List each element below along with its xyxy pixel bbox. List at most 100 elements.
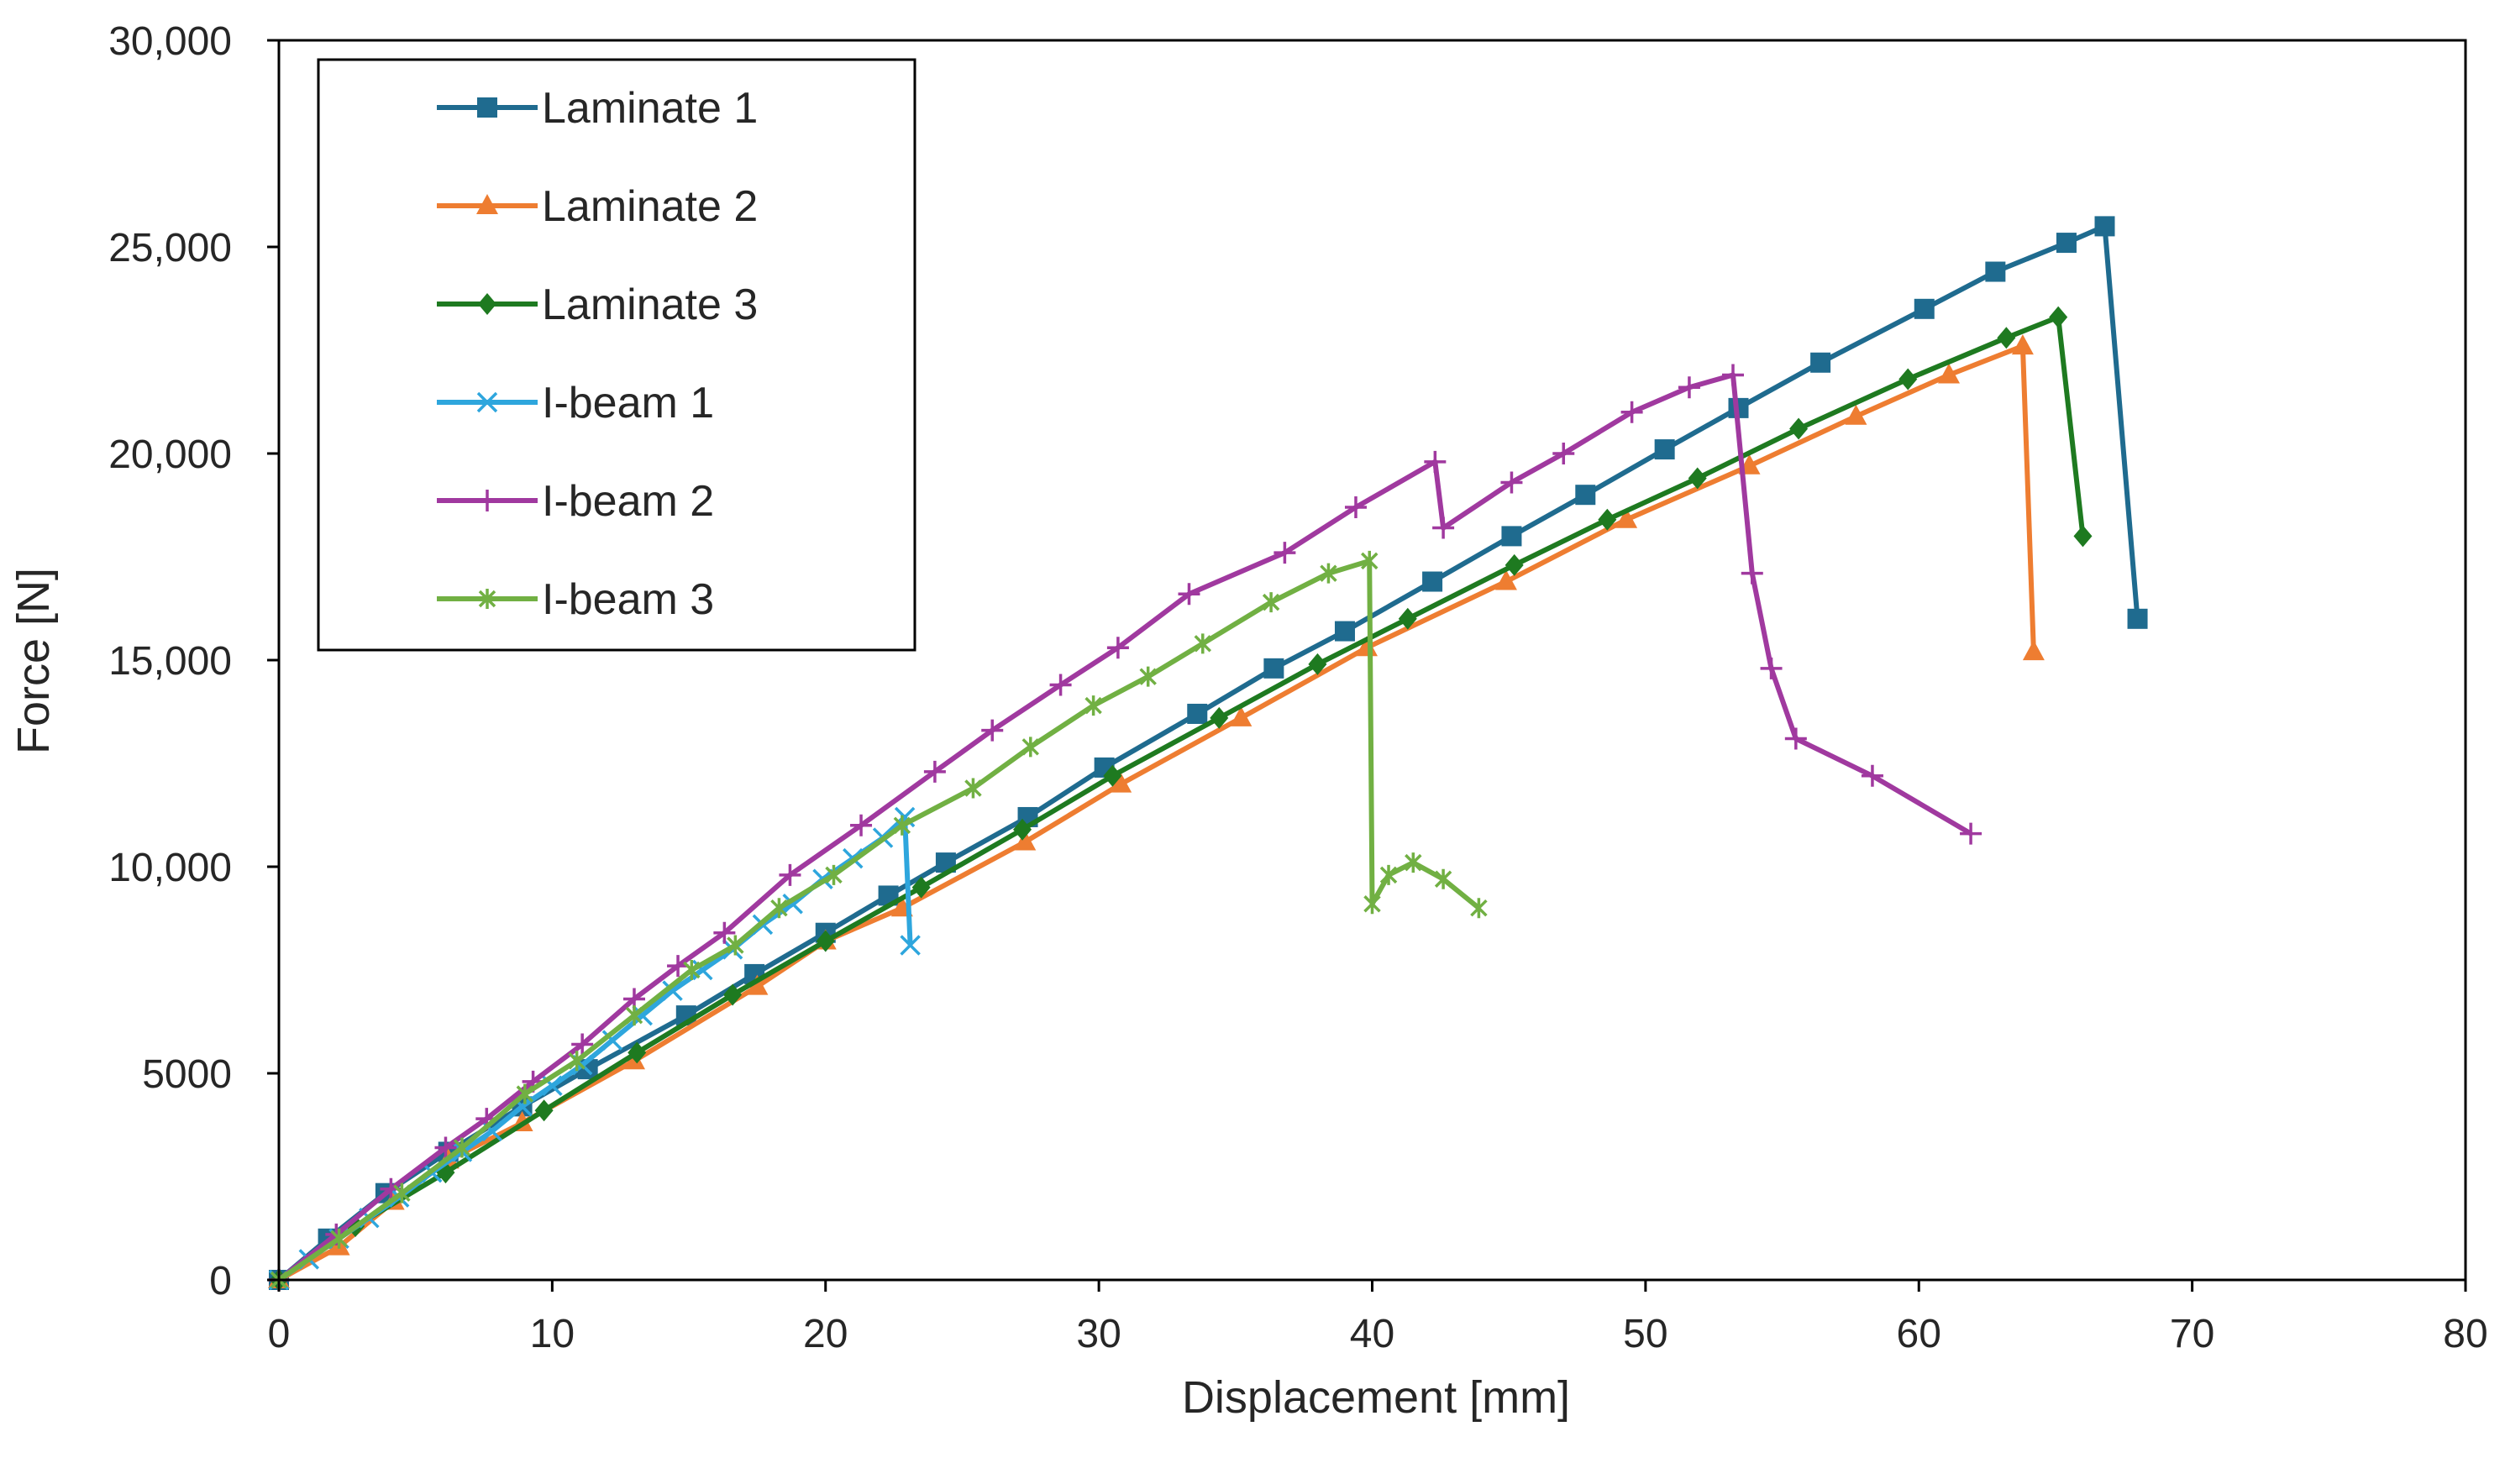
series-laminate-3 [270,306,2093,1291]
legend-marker-laminate-1 [477,97,497,118]
x-tick-label: 60 [1897,1312,1941,1356]
data-point-laminate-1 [2127,608,2148,629]
data-point-i-beam-3 [770,898,788,919]
data-point-laminate-3 [816,930,835,952]
data-point-i-beam-3 [568,1051,586,1072]
data-point-i-beam-2 [1741,562,1763,585]
data-point-i-beam-2 [1274,542,1296,564]
data-point-i-beam-3 [1021,737,1040,758]
data-point-i-beam-2 [981,719,1004,742]
data-point-laminate-3 [2049,306,2068,328]
data-point-laminate-2 [2022,640,2045,661]
data-point-laminate-3 [723,983,743,1006]
data-point-laminate-1 [1334,621,1355,642]
legend-label-i-beam-1: I-beam 1 [542,379,714,427]
data-point-laminate-3 [1505,553,1524,576]
data-point-laminate-1 [2056,233,2077,254]
data-point-laminate-2 [1845,404,1867,425]
data-point-laminate-3 [534,1099,554,1122]
data-point-i-beam-2 [1049,674,1072,696]
data-point-laminate-1 [1575,485,1596,506]
y-axis-title: Force [N] [8,568,59,754]
legend-marker-i-beam-2 [476,490,498,511]
data-point-laminate-2 [2011,334,2034,355]
data-point-i-beam-1 [662,980,683,1001]
series-i-beam-3 [270,550,1488,1290]
x-tick-label: 40 [1350,1312,1394,1356]
data-point-laminate-3 [911,876,931,899]
data-point-laminate-1 [1654,439,1675,460]
data-point-i-beam-3 [1470,898,1488,919]
data-point-i-beam-2 [713,921,736,944]
legend-marker-laminate-3 [478,293,496,315]
y-tick-label: 10,000 [108,846,232,890]
data-point-i-beam-3 [625,1005,643,1026]
x-tick-label: 70 [2170,1312,2214,1356]
data-point-laminate-3 [1789,417,1809,440]
legend-item-i-beam-3: I-beam 3 [437,575,714,624]
data-point-laminate-2 [1230,705,1252,726]
data-point-i-beam-3 [453,1137,471,1158]
data-point-i-beam-1 [900,935,921,956]
x-tick-label: 80 [2443,1312,2487,1356]
data-point-i-beam-2 [434,1136,457,1159]
data-point-i-beam-2 [923,760,946,783]
data-point-i-beam-2 [1344,496,1367,518]
x-axis-title: Displacement [mm] [1182,1372,1570,1423]
x-tick-label: 20 [803,1312,848,1356]
legend-marker-laminate-2 [476,194,498,214]
legend-item-laminate-3: Laminate 3 [437,281,758,329]
data-point-i-beam-1 [601,1030,623,1051]
data-point-i-beam-2 [779,863,801,886]
data-point-laminate-1 [1187,703,1208,724]
data-point-laminate-1 [1985,261,2006,282]
data-point-i-beam-3 [1320,563,1337,584]
data-point-i-beam-3 [516,1083,534,1104]
legend-label-i-beam-2: I-beam 2 [542,477,714,526]
legend-item-i-beam-2: I-beam 2 [437,477,714,526]
data-point-i-beam-1 [632,1004,653,1026]
data-point-i-beam-3 [825,864,843,885]
data-point-i-beam-2 [1178,583,1200,606]
data-point-laminate-1 [1501,526,1522,547]
legend-label-i-beam-3: I-beam 3 [542,575,714,624]
data-point-i-beam-2 [1760,657,1783,679]
data-point-i-beam-3 [1434,868,1452,889]
data-point-i-beam-3 [683,960,701,980]
data-point-i-beam-2 [1432,517,1455,539]
data-point-i-beam-2 [1722,364,1744,386]
data-point-i-beam-2 [1678,376,1700,399]
data-point-i-beam-2 [1552,443,1575,464]
legend-marker-i-beam-3 [478,589,496,609]
data-point-laminate-1 [2094,216,2115,237]
data-point-laminate-3 [2073,525,2093,548]
data-point-i-beam-2 [571,1033,594,1056]
data-point-i-beam-2 [1960,822,1982,845]
data-point-laminate-1 [1914,298,1935,319]
data-point-i-beam-2 [667,955,690,978]
axes: 0 10 20 30 40 50 60 70 80 0 5000 10,000 15,000 20,000… [108,19,2488,1356]
data-point-laminate-2 [1494,569,1517,590]
series-i-beam-2 [268,364,1982,1291]
data-point-i-beam-3 [1363,894,1381,915]
legend: Laminate 1 Laminate 2 Laminate 3 I-beam 1 I-… [317,58,916,652]
data-point-laminate-3 [628,1041,647,1064]
data-point-laminate-3 [1308,653,1327,675]
y-tick-label: 30,000 [108,19,232,64]
data-point-laminate-2 [1014,830,1037,851]
x-tick-label: 30 [1076,1312,1121,1356]
data-point-i-beam-2 [850,814,873,836]
legend-label-laminate-1: Laminate 1 [542,84,758,133]
data-point-i-beam-2 [1424,450,1447,473]
data-point-i-beam-3 [1139,666,1157,687]
data-point-laminate-3 [1997,327,2016,349]
data-point-laminate-3 [1688,467,1707,490]
data-point-laminate-3 [1398,607,1417,630]
data-point-laminate-3 [1013,818,1032,841]
y-tick-label: 5000 [142,1052,232,1097]
data-point-i-beam-2 [1861,764,1883,787]
data-point-i-beam-3 [727,935,744,956]
y-tick-label: 20,000 [108,433,232,477]
data-point-laminate-3 [1898,368,1918,391]
